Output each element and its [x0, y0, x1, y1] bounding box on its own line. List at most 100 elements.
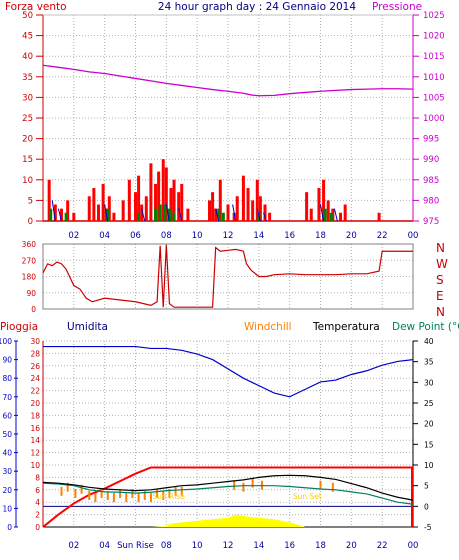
wind-speed-bar	[180, 183, 184, 221]
wind-axis-title: Forza vento	[5, 1, 67, 13]
windchill-bar	[112, 493, 115, 503]
wind-speed-bar	[214, 208, 218, 221]
wind-speed-bar	[177, 192, 181, 221]
pressure-tick-label: 985	[423, 176, 439, 186]
wind-speed-bar	[251, 200, 255, 221]
sunset-label: Sun Set	[293, 492, 322, 501]
humidity-tick-label: 40	[2, 449, 12, 458]
x-tick-label: 12	[223, 541, 234, 551]
wind-speed-bar	[305, 192, 309, 221]
wind-speed-bar	[211, 192, 215, 221]
wind-speed-bar	[268, 212, 272, 221]
wind-green-bar	[329, 212, 333, 221]
x-tick-label: 16	[284, 231, 295, 241]
x-tick-label: 00	[408, 231, 419, 241]
windchill-bar	[242, 482, 245, 492]
dewpoint-legend: Dew Point (°C	[392, 321, 459, 333]
pressure-tick-label: 1000	[423, 114, 445, 124]
wind-green-bar	[49, 208, 53, 221]
humidity-tick-label: 70	[2, 393, 12, 402]
wind-speed-bar	[112, 212, 116, 221]
windchill-bar	[233, 480, 236, 490]
temperature-legend: Temperatura	[312, 321, 380, 333]
windchill-bar	[60, 486, 63, 496]
wind-speed-bar	[309, 208, 313, 221]
humidity-tick-label: 10	[2, 504, 12, 513]
direction-letter: N	[436, 241, 445, 255]
wind-speed-bar	[87, 196, 91, 221]
windchill-bar	[331, 482, 334, 492]
wind-speed-bar	[263, 204, 267, 221]
pressure-tick-label: 995	[423, 135, 439, 145]
windchill-bar	[80, 484, 83, 494]
windchill-bar	[168, 488, 171, 498]
rain-tick-label: 24	[30, 374, 40, 383]
windchill-bar	[74, 488, 77, 498]
wind-blue-mark	[262, 212, 267, 222]
wind-blue-mark	[320, 204, 324, 222]
wind-pressure-panel: 0510152025303540455097598098599099510001…	[22, 11, 444, 241]
temperature-tick-label: 10	[424, 461, 434, 470]
wind-green-bar	[154, 208, 158, 221]
rain-axis-title: Pioggia	[0, 321, 38, 333]
dewpoint-line	[42, 482, 414, 505]
pressure-tick-label: 1020	[423, 32, 445, 42]
direction-letter: S	[436, 273, 444, 287]
wind-green-bar	[106, 208, 110, 221]
wind-speed-bar	[343, 204, 347, 221]
wind-speed-bar	[127, 179, 131, 221]
wind-speed-bar	[241, 175, 245, 221]
wind-green-bar	[172, 212, 176, 221]
windchill-bar	[143, 491, 146, 500]
wind-speed-bar	[66, 200, 70, 221]
wind-tick-label: 5	[28, 196, 33, 206]
x-tick-label: 08	[161, 541, 172, 551]
humidity-tick-label: 30	[2, 467, 12, 476]
rain-tick-label: 0	[35, 523, 40, 532]
sunrise-label: Sun Rise	[152, 492, 185, 501]
humidity-tick-label: 90	[2, 356, 12, 365]
temperature-tick-label: 35	[424, 358, 434, 367]
wind-speed-bar	[92, 188, 96, 221]
windchill-bar	[137, 493, 140, 503]
pressure-tick-label: 990	[423, 155, 439, 165]
windchill-bar	[125, 493, 128, 503]
wind-tick-label: 30	[22, 93, 33, 103]
direction-frame	[42, 243, 414, 310]
wind-green-bar	[217, 208, 221, 221]
wind-green-bar	[158, 204, 162, 221]
wind-speed-bar	[172, 179, 176, 221]
temperature-tick-label: 15	[424, 440, 434, 449]
rain-tick-label: 20	[30, 399, 40, 408]
x-tick-label: 18	[315, 541, 326, 551]
rain-tick-label: 30	[30, 337, 40, 346]
temperature-tick-label: -5	[424, 523, 432, 532]
windchill-bar	[88, 491, 91, 500]
wind-speed-bar	[186, 208, 190, 221]
pressure-line	[42, 64, 414, 97]
wind-green-bar	[64, 212, 68, 221]
rain-tick-label: 22	[30, 387, 40, 396]
wind-speed-bar	[322, 179, 326, 221]
humidity-line	[43, 345, 414, 398]
windchill-bar	[94, 493, 97, 503]
bottom-headers: Pioggia Umidita Windchill Temperatura De…	[0, 321, 459, 333]
wind-green-bar	[323, 208, 327, 221]
wind-tick-label: 50	[22, 11, 33, 21]
wind-blue-mark	[104, 204, 109, 222]
rain-tick-label: 14	[30, 436, 40, 445]
temperature-tick-label: 30	[424, 378, 434, 387]
humidity-tick-label: 60	[2, 411, 12, 420]
humidity-tick-label: 20	[2, 486, 12, 495]
graph-title: 24 hour graph day : 24 Gennaio 2014	[158, 1, 356, 13]
wind-speed-bar	[53, 204, 57, 221]
wind-speed-bar	[326, 200, 330, 221]
wind-tick-label: 35	[22, 73, 33, 83]
wind-blue-mark	[178, 208, 183, 222]
headers: Forza vento 24 hour graph day : 24 Genna…	[5, 1, 422, 13]
pressure-axis-title: Pressione	[372, 1, 422, 13]
wind-green-bar	[137, 212, 141, 221]
temperature-tick-label: 20	[424, 420, 434, 429]
wind-speed-bar	[339, 212, 343, 221]
